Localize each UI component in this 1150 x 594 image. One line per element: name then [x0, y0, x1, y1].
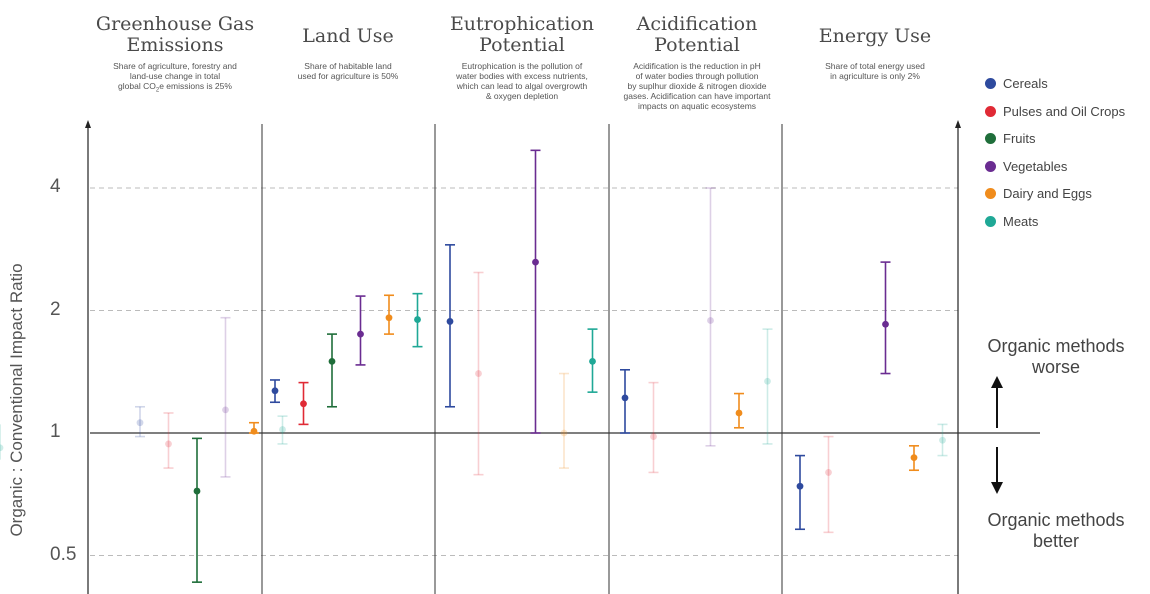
y-axis-title: Organic : Conventional Impact Ratio	[7, 263, 26, 537]
data-point	[532, 258, 539, 266]
data-point	[764, 377, 771, 385]
subtitle-line: in agriculture is only 2%	[830, 71, 920, 81]
legend-item: Fruits	[985, 125, 1125, 153]
annotation-line: Organic methods	[987, 336, 1125, 356]
data-point	[446, 318, 454, 325]
data-point	[222, 406, 229, 414]
category-subtitle: Share of habitable land used for agricult…	[263, 61, 433, 81]
subtitle-line: which can lead to algal overgrowth	[456, 81, 588, 91]
subtitle-line: gases. Acidification can have important	[623, 91, 771, 101]
category-title: Land Use	[302, 25, 394, 47]
y-tick-label: 2	[50, 298, 61, 320]
legend: Cereals Pulses and Oil Crops Fruits Vegetab…	[985, 70, 1125, 235]
arrow-down-head	[991, 482, 1003, 494]
data-point	[735, 409, 743, 417]
subtitle-line: land-use change in total	[129, 71, 221, 81]
data-point	[825, 469, 832, 476]
data-point	[300, 400, 307, 408]
legend-label: Vegetables	[1003, 158, 1068, 174]
category-subtitle: Share of total energy used in agriculture…	[790, 61, 960, 81]
category-title: Energy Use	[818, 25, 932, 47]
subtitle-line: & oxygen depletion	[485, 91, 559, 101]
data-point	[882, 320, 889, 328]
category-subtitle: Acidification is the reduction in pH of w…	[612, 61, 782, 111]
data-point	[328, 357, 336, 365]
legend-swatch	[985, 105, 996, 117]
category-title: Acidification Potential	[636, 13, 758, 56]
subtitle-line: impacts on aquatic ecosystems	[637, 101, 757, 111]
legend-item: Meats	[985, 208, 1125, 236]
data-point	[0, 444, 4, 452]
annotation-line: better	[1032, 531, 1080, 551]
data-point	[193, 487, 201, 495]
data-point	[939, 436, 946, 444]
data-point	[279, 426, 286, 433]
arrow-up-head	[991, 376, 1003, 388]
legend-label: Pulses and Oil Crops	[1003, 103, 1126, 119]
subtitle-co2-prefix: global CO	[118, 81, 156, 91]
annotation-better: Organic methods better	[962, 510, 1150, 552]
subtitle-line: Share of habitable land	[304, 61, 392, 71]
annotation-worse: Organic methods worse	[962, 336, 1150, 378]
data-point	[136, 419, 144, 427]
subtitle-line: used for agriculture is 50%	[297, 71, 399, 81]
annotation-line: worse	[1031, 357, 1080, 377]
subtitle-line: Eutrophication is the pollution of	[461, 61, 583, 71]
data-point	[271, 387, 279, 395]
legend-swatch	[985, 78, 996, 90]
legend-swatch	[985, 215, 996, 227]
y-axis-left-arrow	[85, 120, 91, 128]
category-title: Greenhouse Gas Emissions	[95, 13, 255, 56]
data-point	[357, 330, 364, 338]
subtitle-line: Share of total energy used	[825, 61, 925, 71]
y-tick-label: 0.5	[50, 543, 77, 565]
legend-label: Dairy and Eggs	[1003, 186, 1092, 202]
legend-item: Vegetables	[985, 153, 1125, 181]
legend-item: Dairy and Eggs	[985, 180, 1125, 208]
data-point	[650, 433, 657, 440]
legend-label: Cereals	[1003, 76, 1048, 92]
data-point	[621, 394, 629, 402]
data-point	[475, 370, 482, 377]
data-point	[385, 314, 393, 322]
subtitle-co2-sub: 2	[155, 87, 160, 94]
y-tick-label: 4	[50, 176, 61, 197]
category-title: Eutrophication Potential	[449, 13, 595, 56]
data-point	[250, 427, 258, 435]
subtitle-line: Share of agriculture, forestry and	[113, 61, 237, 71]
subtitle-line: by suplhur dioxide & nitrogen dioxide	[627, 81, 767, 91]
subtitle-co2-suffix: e emissions is 25%	[159, 81, 232, 91]
legend-swatch	[985, 133, 996, 145]
y-tick-label: 1	[50, 421, 61, 442]
annotation-line: Organic methods	[987, 510, 1125, 530]
y-axis-right-arrow	[955, 120, 961, 128]
subtitle-line: global CO2e emissions is 25%	[90, 81, 260, 96]
legend-item: Pulses and Oil Crops	[985, 98, 1125, 126]
data-point	[414, 316, 421, 323]
subtitle-line: of water bodies through pollution	[635, 71, 759, 81]
data-point	[560, 429, 568, 437]
legend-label: Fruits	[1003, 131, 1036, 147]
data-point	[707, 317, 714, 324]
subtitle-line: water bodies with excess nutrients,	[456, 71, 588, 81]
subtitle-line: Acidification is the reduction in pH	[633, 61, 761, 71]
data-point	[165, 440, 172, 448]
legend-label: Meats	[1003, 213, 1039, 229]
data-point	[910, 454, 918, 462]
category-subtitle: Share of agriculture, forestry and land-u…	[90, 61, 260, 96]
legend-item: Cereals	[985, 70, 1125, 98]
category-subtitle: Eutrophication is the pollution of water …	[437, 61, 607, 101]
legend-swatch	[985, 160, 996, 172]
data-point	[796, 482, 804, 490]
data-point	[589, 357, 596, 365]
legend-swatch	[985, 188, 996, 200]
